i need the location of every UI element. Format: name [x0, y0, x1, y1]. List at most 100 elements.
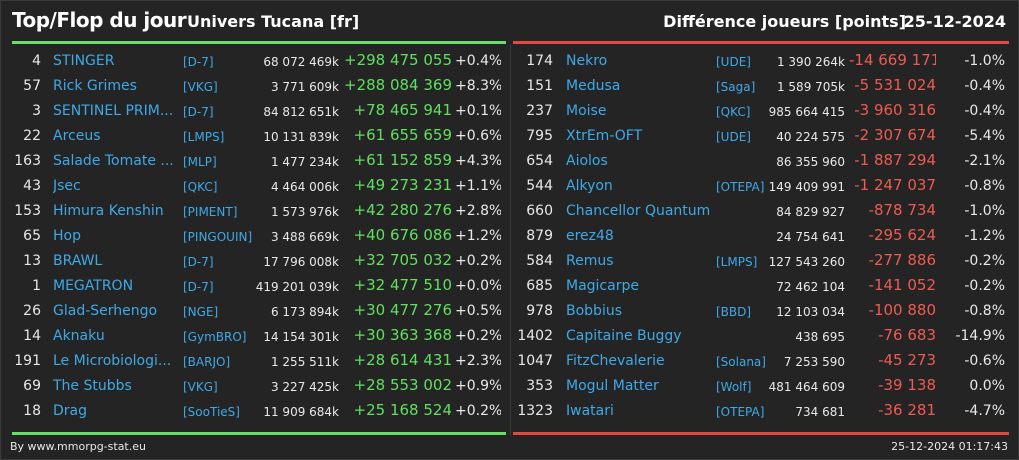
top-player-row: 4 STINGER [D-7] 68 072 469k +298 475 055 +0.4…: [1, 49, 1018, 74]
points-difference: +61 152 859: [353, 152, 452, 169]
player-name-link[interactable]: MEGATRON: [53, 278, 134, 294]
player-name-link[interactable]: Hop: [53, 228, 81, 244]
guild-tag-link[interactable]: [LMPS]: [716, 255, 758, 269]
player-score: 86 355 960: [776, 155, 845, 169]
guild-tag-link[interactable]: [QKC]: [716, 105, 751, 119]
points-difference: +40 676 086: [353, 227, 452, 244]
flop-player-row: 151 Medusa [Saga] 1 589 705k -5 531 024 -0.4%: [1, 74, 1018, 99]
guild-tag-link[interactable]: [Wolf]: [716, 380, 752, 394]
top-player-row: 65 Hop [PINGOUIN] 3 488 669k +40 676 086 +1.2…: [1, 224, 1018, 249]
player-name-link[interactable]: Aiolos: [566, 153, 608, 169]
percent-change: -14.9%: [955, 328, 1005, 344]
guild-tag-link[interactable]: [BARJO]: [183, 355, 231, 369]
player-name-link[interactable]: Iwatari: [566, 403, 614, 419]
player-score: 985 664 415: [768, 105, 845, 119]
guild-tag-link[interactable]: [PINGOUIN]: [183, 230, 253, 244]
player-score: 72 462 104: [776, 280, 845, 294]
player-rank: 18: [23, 403, 41, 419]
player-rank: 57: [23, 78, 41, 94]
player-name-link[interactable]: Glad-Serhengo: [53, 303, 158, 319]
player-score: 24 754 641: [776, 230, 845, 244]
percent-change: -4.7%: [964, 403, 1005, 419]
guild-tag-link[interactable]: [D-7]: [183, 105, 214, 119]
player-score: 481 464 609: [768, 380, 845, 394]
player-score: 1 573 976k: [270, 205, 339, 219]
guild-tag-link[interactable]: [UDE]: [716, 55, 751, 69]
player-name-link[interactable]: Le Microbiologi...: [53, 353, 172, 369]
guild-tag-link[interactable]: [D-7]: [183, 280, 214, 294]
percent-change: +1.1%: [455, 178, 501, 194]
guild-tag-link[interactable]: [NGE]: [183, 305, 219, 319]
guild-tag-link[interactable]: [GymBRO]: [183, 330, 247, 344]
points-difference: -277 886: [868, 252, 936, 269]
player-name-link[interactable]: FitzChevalerie: [566, 353, 665, 369]
top-player-row: 43 Jsec [QKC] 4 464 006k +49 273 231 +1.1%: [1, 174, 1018, 199]
points-difference: +78 465 941: [353, 102, 452, 119]
percent-change: +0.5%: [455, 303, 501, 319]
player-name-link[interactable]: Medusa: [566, 78, 621, 94]
player-rank: 43: [23, 178, 41, 194]
guild-tag-link[interactable]: [VKG]: [183, 380, 218, 394]
guild-tag-link[interactable]: [Solana]: [716, 355, 766, 369]
guild-tag-link[interactable]: [D-7]: [183, 55, 214, 69]
points-difference: +288 084 369: [344, 77, 452, 94]
points-difference: -39 138: [878, 377, 936, 394]
flop-footer-bar: [513, 432, 1009, 435]
guild-tag-link[interactable]: [UDE]: [716, 130, 751, 144]
percent-change: +8.3%: [455, 78, 501, 94]
player-name-link[interactable]: Rick Grimes: [53, 78, 137, 94]
guild-tag-link[interactable]: [LMPS]: [183, 130, 225, 144]
points-difference: +42 280 276: [353, 202, 452, 219]
player-name-link[interactable]: Drag: [53, 403, 88, 419]
player-score: 419 201 039k: [255, 280, 339, 294]
player-name-link[interactable]: Alkyon: [566, 178, 613, 194]
player-name-link[interactable]: XtrEm-OFT: [566, 128, 643, 144]
player-name-link[interactable]: Himura Kenshin: [53, 203, 164, 219]
player-rank: 3: [32, 103, 41, 119]
points-difference: +49 273 231: [353, 177, 452, 194]
guild-tag-link[interactable]: [OTEPA]: [716, 405, 765, 419]
guild-tag-link[interactable]: [BBD]: [716, 305, 752, 319]
player-name-link[interactable]: SENTINEL PRIM...: [53, 103, 174, 119]
metric-label: Différence joueurs [points]: [663, 12, 906, 31]
player-score: 3 771 609k: [270, 80, 339, 94]
universe-label: Univers Tucana [fr]: [187, 12, 360, 31]
flop-player-row: 584 Remus [LMPS] 127 543 260 -277 886 -0.2%: [1, 249, 1018, 274]
player-name-link[interactable]: The Stubbs: [53, 378, 132, 394]
player-score: 40 224 575: [776, 130, 845, 144]
guild-tag-link[interactable]: [QKC]: [183, 180, 218, 194]
player-name-link[interactable]: BRAWL: [53, 253, 103, 269]
player-name-link[interactable]: Remus: [566, 253, 614, 269]
percent-change: +0.0%: [455, 278, 501, 294]
player-name-link[interactable]: Nekro: [566, 53, 608, 69]
player-name-link[interactable]: STINGER: [53, 53, 115, 69]
player-score: 68 072 469k: [263, 55, 339, 69]
player-name-link[interactable]: Salade Tomate ...: [53, 153, 174, 169]
player-name-link[interactable]: Arceus: [53, 128, 101, 144]
player-name-link[interactable]: Bobbius: [566, 303, 622, 319]
percent-change: -0.2%: [964, 278, 1005, 294]
percent-change: +1.2%: [455, 228, 501, 244]
points-difference: -878 734: [868, 202, 936, 219]
guild-tag-link[interactable]: [Saga]: [716, 80, 756, 94]
points-difference: -5 531 024: [854, 77, 936, 94]
guild-tag-link[interactable]: [MLP]: [183, 155, 217, 169]
top-player-row: 18 Drag [SooTieS] 11 909 684k +25 168 524 +0.…: [1, 399, 1018, 424]
player-name-link[interactable]: Mogul Matter: [566, 378, 659, 394]
player-name-link[interactable]: Aknaku: [53, 328, 105, 344]
player-name-link[interactable]: Capitaine Buggy: [566, 328, 682, 344]
guild-tag-link[interactable]: [SooTieS]: [183, 405, 240, 419]
guild-tag-link[interactable]: [OTEPA]: [716, 180, 765, 194]
flop-player-row: 795 XtrEm-OFT [UDE] 40 224 575 -2 307 674 -5.…: [1, 124, 1018, 149]
player-name-link[interactable]: Magicarpe: [566, 278, 639, 294]
player-name-link[interactable]: Chancellor Quantum: [566, 203, 711, 219]
player-name-link[interactable]: Moise: [566, 103, 607, 119]
top-player-row: 3 SENTINEL PRIM... [D-7] 84 812 651k +78 465…: [1, 99, 1018, 124]
flop-player-row: 174 Nekro [UDE] 1 390 264k -14 669 171 -1.0%: [1, 49, 1018, 74]
player-rank: 69: [23, 378, 41, 394]
guild-tag-link[interactable]: [D-7]: [183, 255, 214, 269]
player-name-link[interactable]: Jsec: [53, 178, 81, 194]
guild-tag-link[interactable]: [PIMENT]: [183, 205, 238, 219]
player-name-link[interactable]: erez48: [566, 228, 614, 244]
guild-tag-link[interactable]: [VKG]: [183, 80, 218, 94]
